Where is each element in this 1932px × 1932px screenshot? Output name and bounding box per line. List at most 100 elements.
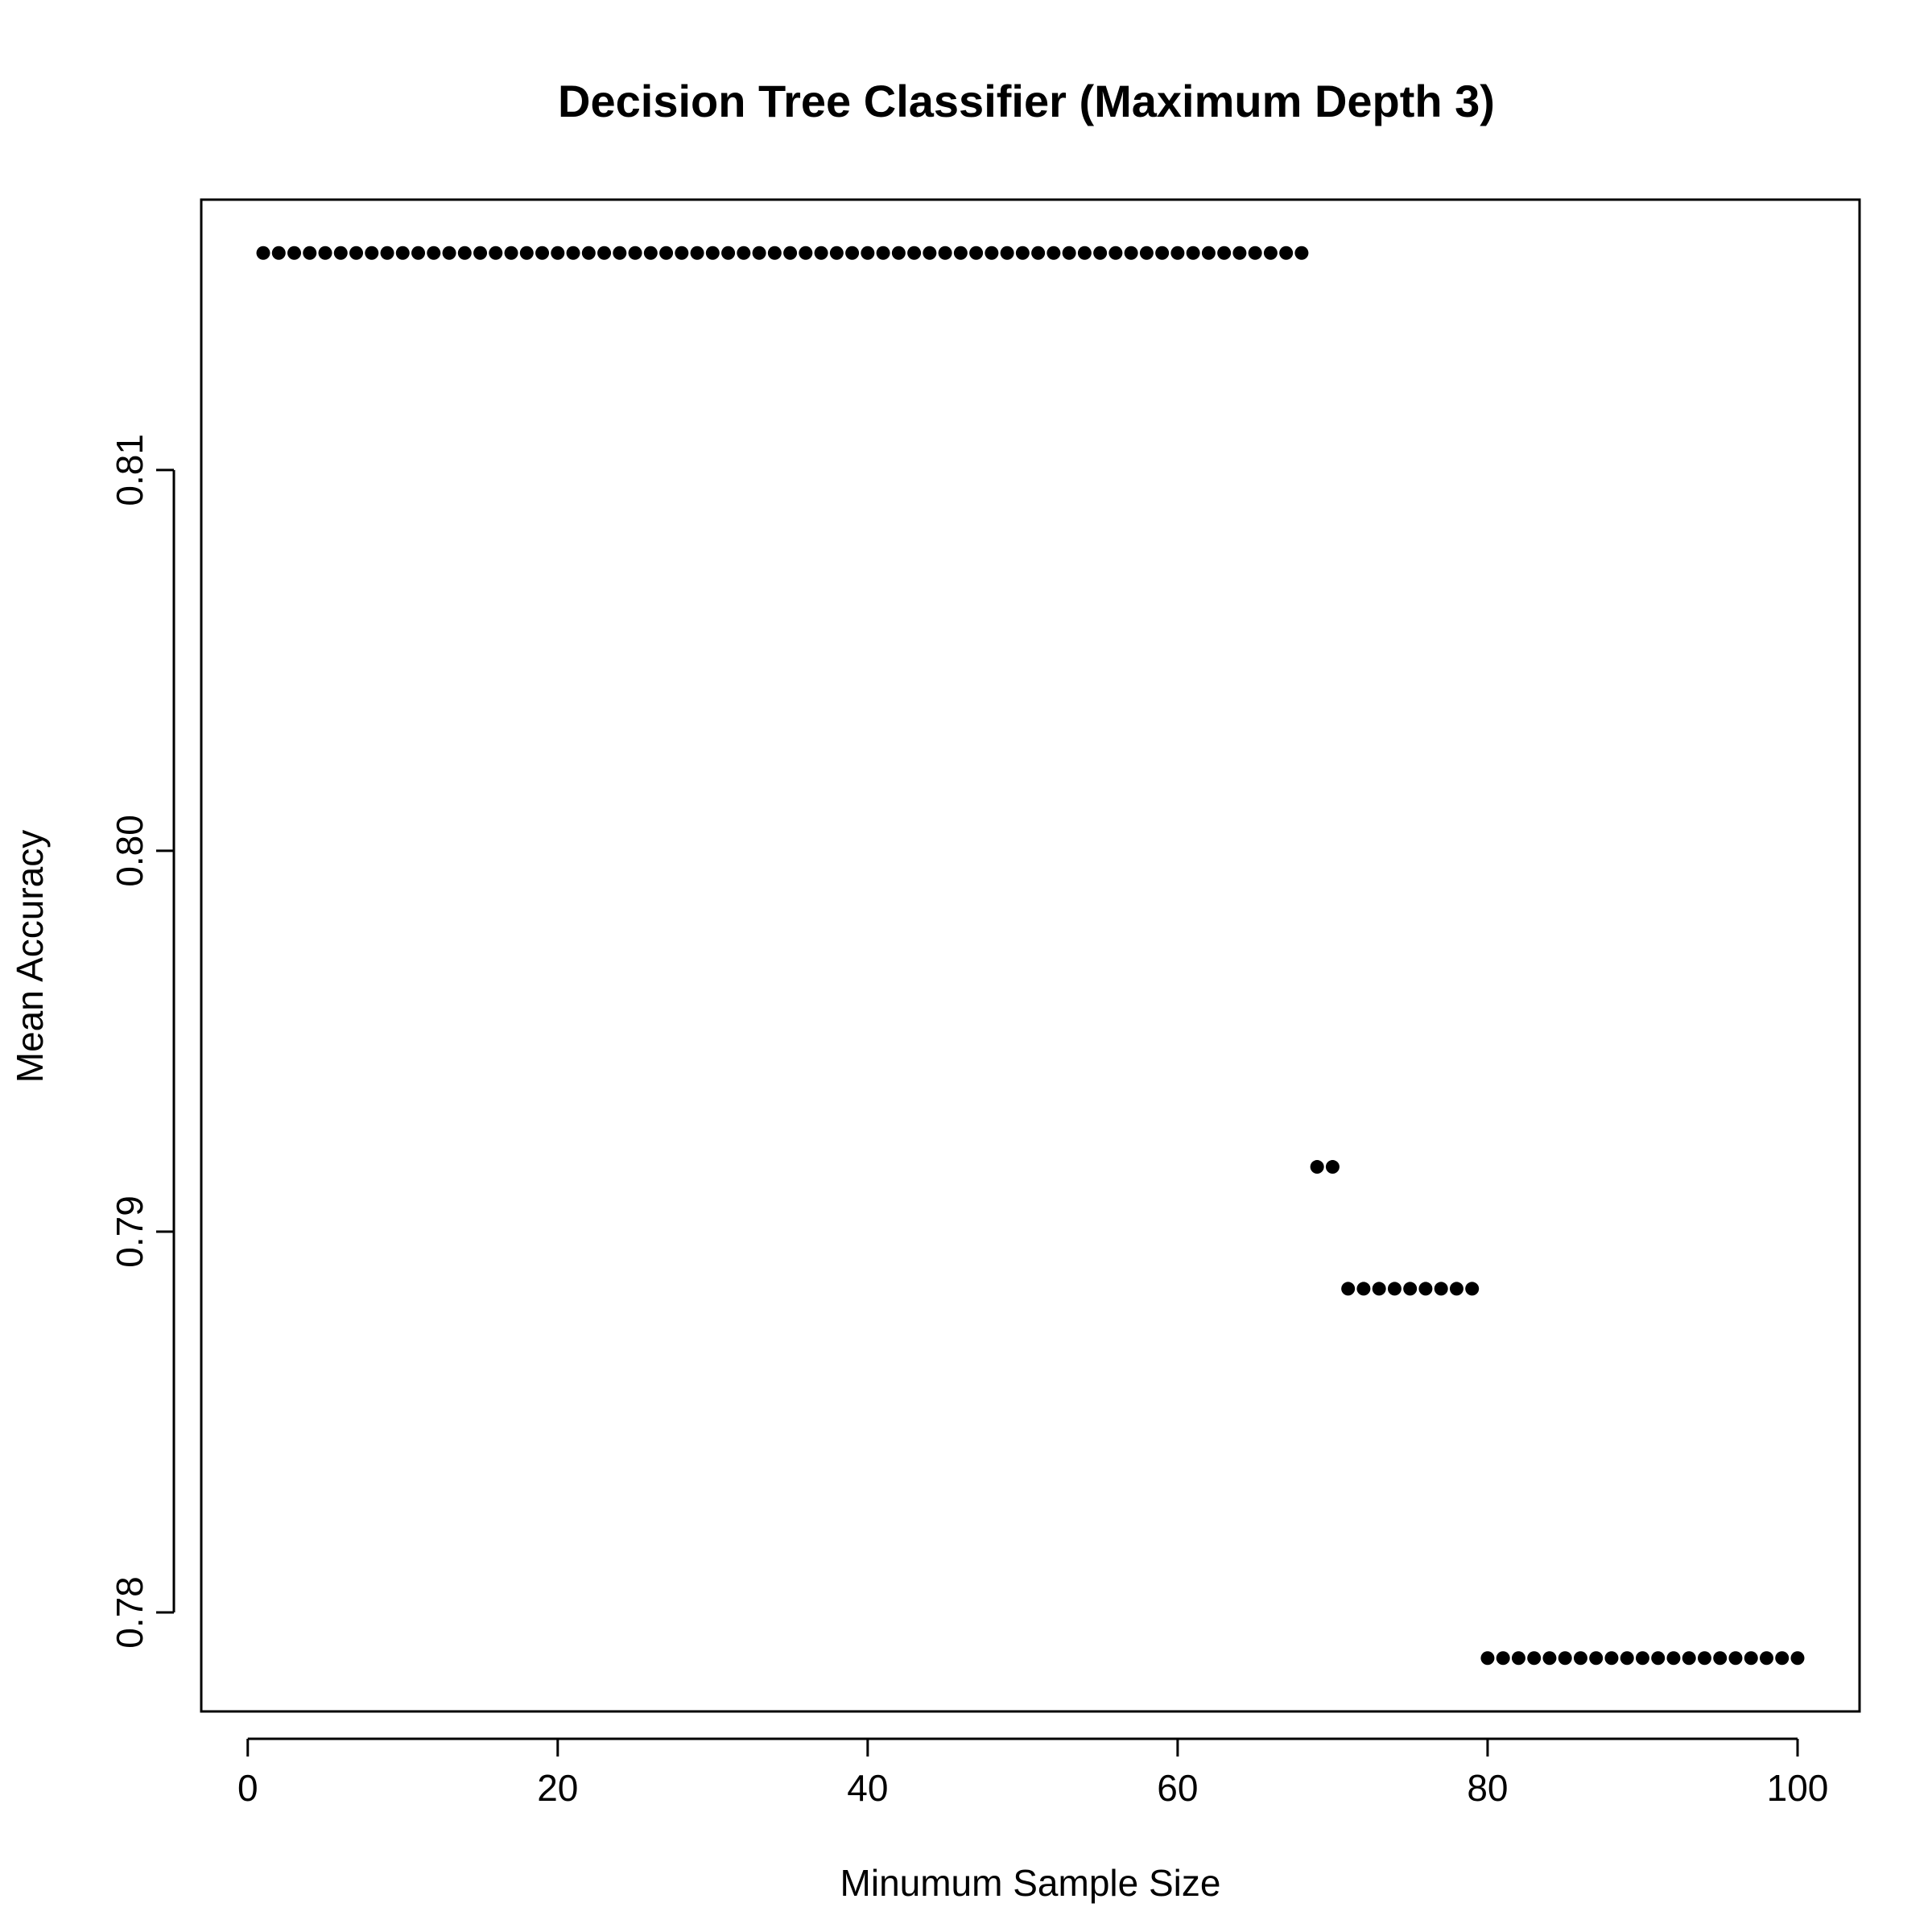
x-tick-label: 100: [1767, 1767, 1829, 1809]
data-point: [985, 246, 999, 260]
data-point: [1186, 246, 1200, 260]
data-point: [489, 246, 503, 260]
data-point: [628, 246, 642, 260]
data-point: [271, 246, 286, 260]
x-tick-label: 40: [847, 1767, 888, 1809]
chart-title: Decision Tree Classifier (Maximum Depth …: [558, 76, 1495, 126]
data-point: [737, 246, 751, 260]
data-point: [1682, 1651, 1696, 1666]
data-point: [969, 246, 984, 260]
plot-frame: [200, 198, 1861, 1713]
data-point: [1496, 1651, 1510, 1666]
data-point: [1697, 1651, 1711, 1666]
data-point: [333, 246, 348, 260]
data-point: [303, 246, 317, 260]
data-point: [287, 246, 302, 260]
data-point: [721, 246, 736, 260]
x-tick-label: 0: [237, 1767, 258, 1809]
data-point: [1124, 246, 1138, 260]
data-point: [659, 246, 674, 260]
data-point: [1279, 246, 1294, 260]
data-point: [1759, 1651, 1773, 1666]
data-point: [1294, 246, 1309, 260]
data-point: [1015, 246, 1030, 260]
data-point: [1170, 246, 1185, 260]
data-point: [1403, 1282, 1418, 1296]
data-point: [1031, 246, 1046, 260]
data-point: [953, 246, 968, 260]
data-point: [675, 246, 689, 260]
data-point: [1356, 1282, 1371, 1296]
data-point: [504, 246, 518, 260]
data-point: [1062, 246, 1076, 260]
data-point: [1775, 1651, 1790, 1666]
y-tick-label: 0.80: [109, 815, 151, 887]
data-point: [1263, 246, 1278, 260]
data-point: [581, 246, 596, 260]
data-point: [1372, 1282, 1386, 1296]
data-point: [1341, 1282, 1356, 1296]
data-point: [1511, 1651, 1525, 1666]
data-point: [923, 246, 937, 260]
data-point: [395, 246, 410, 260]
data-point: [1744, 1651, 1758, 1666]
data-point: [519, 246, 534, 260]
data-point: [349, 246, 364, 260]
data-point: [1527, 1651, 1542, 1666]
data-point: [1465, 1282, 1480, 1296]
data-point: [767, 246, 782, 260]
data-point: [1310, 1160, 1324, 1174]
data-point: [427, 246, 441, 260]
data-point: [783, 246, 798, 260]
data-point: [1480, 1651, 1495, 1666]
data-point: [551, 246, 565, 260]
x-tick-label: 80: [1467, 1767, 1508, 1809]
data-point: [256, 246, 270, 260]
data-point: [891, 246, 906, 260]
data-point: [597, 246, 612, 260]
data-point: [1201, 246, 1216, 260]
data-point: [365, 246, 379, 260]
data-point: [1418, 1282, 1433, 1296]
data-point: [613, 246, 627, 260]
data-point: [1651, 1651, 1666, 1666]
data-point: [442, 246, 456, 260]
y-tick-label: 0.78: [109, 1576, 151, 1649]
y-tick-label: 0.79: [109, 1195, 151, 1268]
data-point: [1542, 1651, 1557, 1666]
data-point: [1093, 246, 1108, 260]
x-axis-label: Minumum Sample Size: [840, 1862, 1221, 1904]
data-point: [1573, 1651, 1587, 1666]
data-point: [411, 246, 426, 260]
data-point: [876, 246, 890, 260]
data-point: [1666, 1651, 1681, 1666]
data-point: [473, 246, 488, 260]
data-point: [1728, 1651, 1743, 1666]
y-tick-label: 0.81: [109, 434, 151, 506]
data-point: [1232, 246, 1247, 260]
data-point: [705, 246, 720, 260]
x-tick-label: 20: [537, 1767, 578, 1809]
data-point: [1046, 246, 1061, 260]
data-point: [799, 246, 813, 260]
data-point: [907, 246, 922, 260]
data-point: [457, 246, 472, 260]
data-point: [1558, 1651, 1572, 1666]
data-point: [1589, 1651, 1604, 1666]
data-point: [938, 246, 952, 260]
data-point: [829, 246, 844, 260]
data-point: [1434, 1282, 1448, 1296]
data-point: [814, 246, 828, 260]
data-point: [1108, 246, 1123, 260]
data-point: [1604, 1651, 1619, 1666]
data-point: [1790, 1651, 1805, 1666]
data-point: [690, 246, 704, 260]
data-point: [1077, 246, 1092, 260]
data-point: [643, 246, 658, 260]
data-point: [1713, 1651, 1728, 1666]
data-points: [256, 246, 1805, 1666]
data-point: [1620, 1651, 1634, 1666]
data-point: [845, 246, 860, 260]
